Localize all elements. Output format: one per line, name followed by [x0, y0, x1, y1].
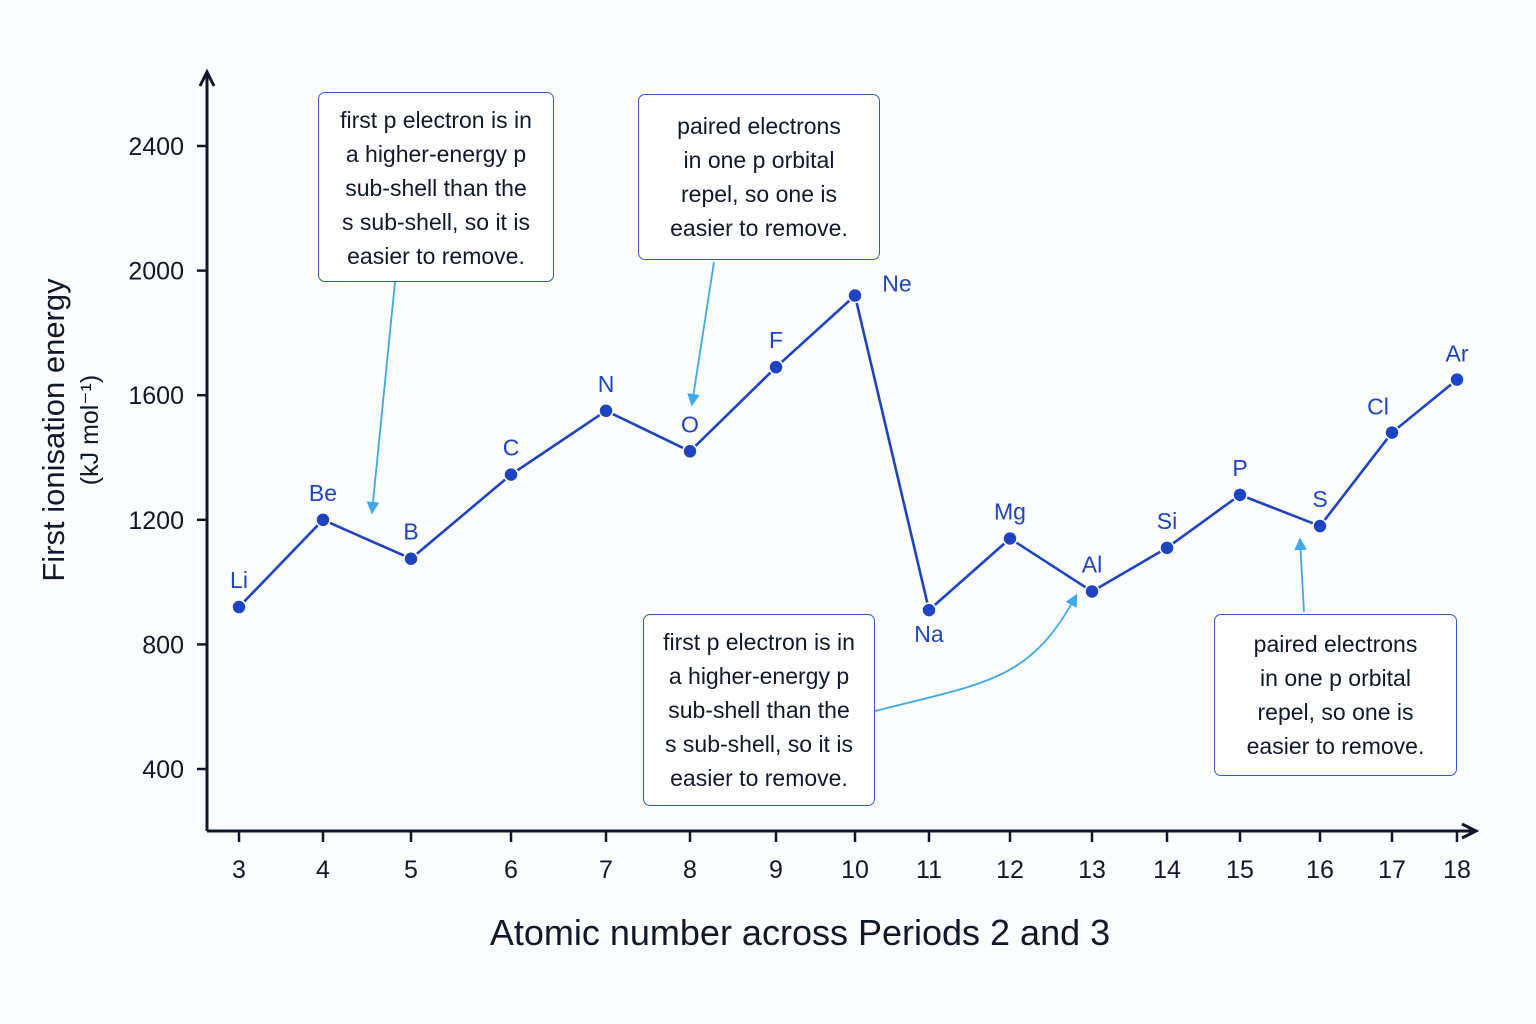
callout-first-p-electron-period3: first p electron is in a higher-energy p…: [643, 614, 875, 806]
y-axis-title: First ionisation energy (kJ mol⁻¹): [36, 278, 104, 582]
data-point-c: [503, 466, 519, 483]
data-point-al: [1084, 583, 1100, 600]
x-tick-label: 7: [599, 856, 613, 884]
data-point-p: [1232, 487, 1248, 503]
data-point-o: [682, 443, 698, 460]
x-tick-label: 17: [1378, 856, 1406, 884]
data-point-ne: [847, 287, 863, 304]
data-point-ar: [1449, 371, 1465, 388]
y-tick-label: 1600: [128, 382, 184, 410]
y-tick-label: 400: [142, 756, 184, 784]
callout-first-p-electron-period2: first p electron is in a higher-energy p…: [318, 92, 554, 282]
x-tick-label: 13: [1078, 856, 1106, 884]
point-label-f: F: [769, 327, 783, 353]
data-point-b: [403, 550, 419, 567]
data-point-na: [921, 602, 937, 618]
data-point-si: [1159, 540, 1175, 556]
data-point-be: [315, 512, 331, 528]
point-label-ar: Ar: [1446, 341, 1469, 367]
y-tick-label: 1200: [128, 507, 184, 535]
x-axis-arrow: [1461, 822, 1480, 840]
x-tick-label: 14: [1153, 856, 1181, 884]
x-tick-label: 12: [996, 856, 1024, 884]
data-point-mg: [1002, 530, 1018, 547]
x-tick-label: 4: [316, 856, 330, 884]
point-label-ne: Ne: [882, 271, 911, 297]
callout-paired-electrons-period3: paired electrons in one p orbital repel,…: [1214, 614, 1457, 776]
point-label-mg: Mg: [994, 498, 1026, 524]
arrow-to-o: [687, 261, 715, 407]
y-axis-arrow: [198, 68, 216, 87]
point-label-c: C: [503, 435, 520, 461]
x-tick-label: 6: [504, 856, 518, 884]
x-tick-label: 16: [1306, 856, 1334, 884]
x-tick-label: 10: [841, 856, 869, 884]
series-line: [238, 294, 1458, 612]
arrow-to-b: [366, 281, 396, 515]
x-tick-label: 5: [404, 856, 418, 884]
arrow-to-al: [874, 593, 1078, 712]
data-point-s: [1312, 518, 1328, 534]
x-tick-label: 11: [916, 856, 942, 884]
data-point-li: [231, 599, 247, 615]
x-tick-label: 9: [769, 856, 783, 884]
point-label-na: Na: [914, 621, 944, 647]
x-tick-label: 3: [232, 856, 246, 884]
point-label-n: N: [598, 371, 615, 397]
x-tick-label: 8: [683, 856, 697, 884]
y-tick-label: 800: [142, 631, 184, 659]
x-tick-label: 15: [1226, 856, 1254, 884]
callout-paired-electrons-period2: paired electrons in one p orbital repel,…: [638, 94, 880, 260]
point-label-p: P: [1232, 455, 1247, 481]
arrow-to-s: [1294, 537, 1307, 613]
point-label-cl: Cl: [1367, 394, 1389, 420]
point-label-s: S: [1312, 486, 1327, 512]
point-label-o: O: [681, 411, 699, 437]
y-tick-label: 2400: [128, 133, 184, 161]
point-label-li: Li: [230, 567, 248, 593]
data-point-n: [598, 403, 614, 419]
data-point-cl: [1384, 424, 1400, 441]
point-label-al: Al: [1082, 551, 1102, 577]
x-axis-title: Atomic number across Periods 2 and 3: [489, 912, 1111, 953]
x-tick-label: 18: [1443, 856, 1471, 884]
data-point-f: [768, 359, 784, 375]
point-label-si: Si: [1157, 508, 1177, 534]
y-tick-label: 2000: [128, 258, 184, 286]
point-label-be: Be: [309, 480, 337, 506]
point-label-b: B: [403, 519, 418, 545]
